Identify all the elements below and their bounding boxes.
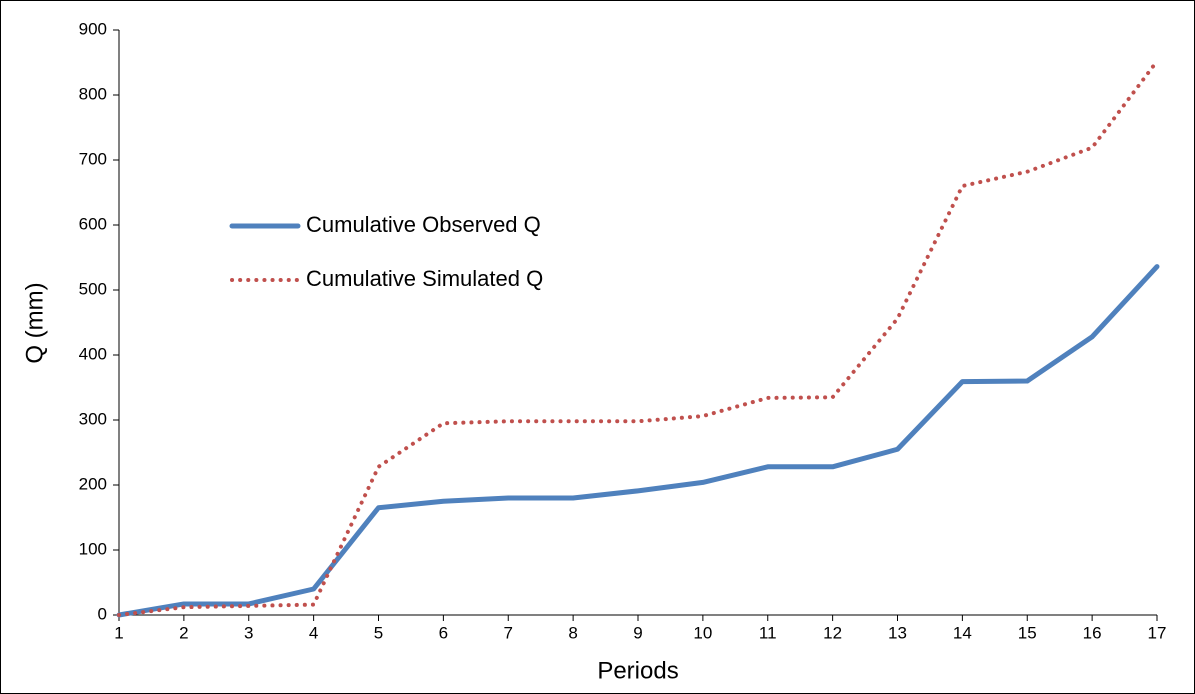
y-tick-label: 400 <box>79 344 107 363</box>
x-tick-label: 2 <box>179 623 188 642</box>
x-tick-label: 6 <box>439 623 448 642</box>
x-tick-label: 15 <box>1018 623 1037 642</box>
y-tick-label: 700 <box>79 149 107 168</box>
x-tick-label: 12 <box>823 623 842 642</box>
x-tick-label: 11 <box>759 623 777 642</box>
x-tick-label: 10 <box>693 623 712 642</box>
y-tick-label: 900 <box>79 19 107 38</box>
y-tick-label: 200 <box>79 474 107 493</box>
x-tick-label: 16 <box>1083 623 1102 642</box>
y-tick-label: 500 <box>79 279 107 298</box>
x-tick-label: 5 <box>374 623 383 642</box>
x-tick-label: 14 <box>953 623 972 642</box>
x-axis-title: Periods <box>597 657 678 684</box>
x-tick-label: 1 <box>114 623 123 642</box>
y-tick-label: 800 <box>79 84 107 103</box>
x-tick-label: 7 <box>504 623 513 642</box>
legend-label: Cumulative Simulated Q <box>306 266 543 291</box>
y-tick-label: 300 <box>79 409 107 428</box>
y-tick-label: 600 <box>79 214 107 233</box>
x-tick-label: 3 <box>244 623 253 642</box>
y-tick-label: 100 <box>79 539 107 558</box>
legend-label: Cumulative Observed Q <box>306 212 541 237</box>
x-tick-label: 8 <box>568 623 577 642</box>
y-tick-label: 0 <box>98 604 107 623</box>
x-tick-label: 13 <box>888 623 907 642</box>
y-axis-title: Q (mm) <box>21 282 48 363</box>
x-tick-label: 9 <box>633 623 642 642</box>
data-line <box>116 264 1160 618</box>
x-tick-label: 4 <box>309 623 318 642</box>
x-tick-label: 17 <box>1148 623 1167 642</box>
